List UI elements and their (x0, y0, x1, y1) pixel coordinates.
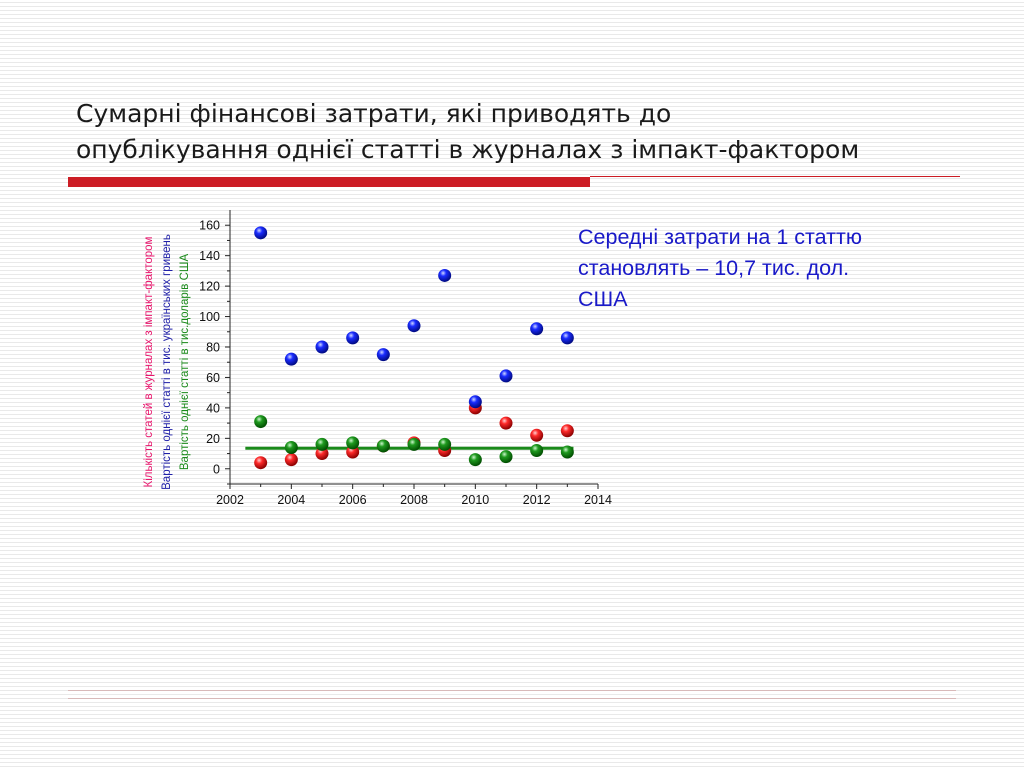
average-cost-note: Середні затрати на 1 статтю становлять –… (578, 222, 938, 315)
ylabel-cost-usd: Вартість однієї статті в тис.доларів США (179, 254, 191, 471)
ylabel-article-count: Кількість статей в журналах з імпакт-фак… (143, 236, 155, 487)
y-tick-label: 140 (199, 249, 220, 263)
red-point (499, 416, 513, 430)
y-tick-label: 80 (206, 341, 220, 355)
green-point (407, 437, 421, 451)
blue-point (346, 331, 360, 345)
red-point (315, 447, 329, 461)
footer-rule-2 (68, 698, 956, 699)
x-tick-label: 2006 (339, 493, 367, 507)
green-point (499, 450, 513, 464)
blue-point (530, 322, 544, 336)
blue-point (284, 352, 298, 366)
green-point (438, 437, 452, 451)
blue-point (254, 226, 268, 240)
note-line-1: Середні затрати на 1 статтю (578, 225, 862, 249)
x-tick-label: 2014 (584, 493, 612, 507)
red-point (284, 453, 298, 467)
red-point (530, 428, 544, 442)
blue-point (315, 340, 329, 354)
green-point (468, 453, 482, 467)
y-tick-label: 20 (206, 432, 220, 446)
slide-title-line-1: Сумарні фінансові затрати, які приводять… (76, 99, 672, 128)
green-point (284, 440, 298, 454)
x-tick-label: 2008 (400, 493, 428, 507)
footer-rule-1 (68, 690, 956, 691)
x-tick-label: 2012 (523, 493, 551, 507)
blue-point (376, 348, 390, 362)
x-tick-label: 2010 (461, 493, 489, 507)
green-point (560, 445, 574, 459)
red-point (560, 424, 574, 438)
title-rule (590, 176, 960, 177)
y-tick-label: 160 (199, 219, 220, 233)
y-tick-label: 0 (213, 462, 220, 476)
slide-title: Сумарні фінансові затрати, які приводять… (76, 96, 976, 168)
blue-point (468, 395, 482, 409)
blue-point (438, 268, 452, 282)
title-accent-bar (68, 177, 590, 187)
green-point (254, 415, 268, 429)
y-tick-label: 100 (199, 310, 220, 324)
y-tick-label: 40 (206, 401, 220, 415)
blue-point (499, 369, 513, 383)
green-point (346, 436, 360, 450)
red-point (254, 456, 268, 470)
green-point (530, 444, 544, 458)
ylabel-cost-uah: Вартість однієї статті в тис. українськи… (161, 234, 173, 490)
x-tick-label: 2004 (277, 493, 305, 507)
y-tick-label: 60 (206, 371, 220, 385)
note-line-2: становлять – 10,7 тис. дол. (578, 256, 850, 280)
slide-title-line-2: опублікування однієї статті в журналах з… (76, 135, 860, 164)
blue-point (407, 319, 421, 333)
green-point (315, 437, 329, 451)
green-point (376, 439, 390, 453)
blue-point (560, 331, 574, 345)
y-tick-label: 120 (199, 280, 220, 294)
note-line-3: США (578, 287, 628, 311)
red-point (346, 445, 360, 459)
x-tick-label: 2002 (216, 493, 244, 507)
